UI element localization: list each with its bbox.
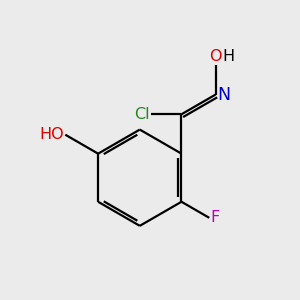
Text: H: H [223,49,235,64]
Text: N: N [217,85,230,103]
Text: Cl: Cl [134,107,150,122]
Text: O: O [209,49,222,64]
Text: HO: HO [39,127,64,142]
Text: F: F [211,210,220,225]
